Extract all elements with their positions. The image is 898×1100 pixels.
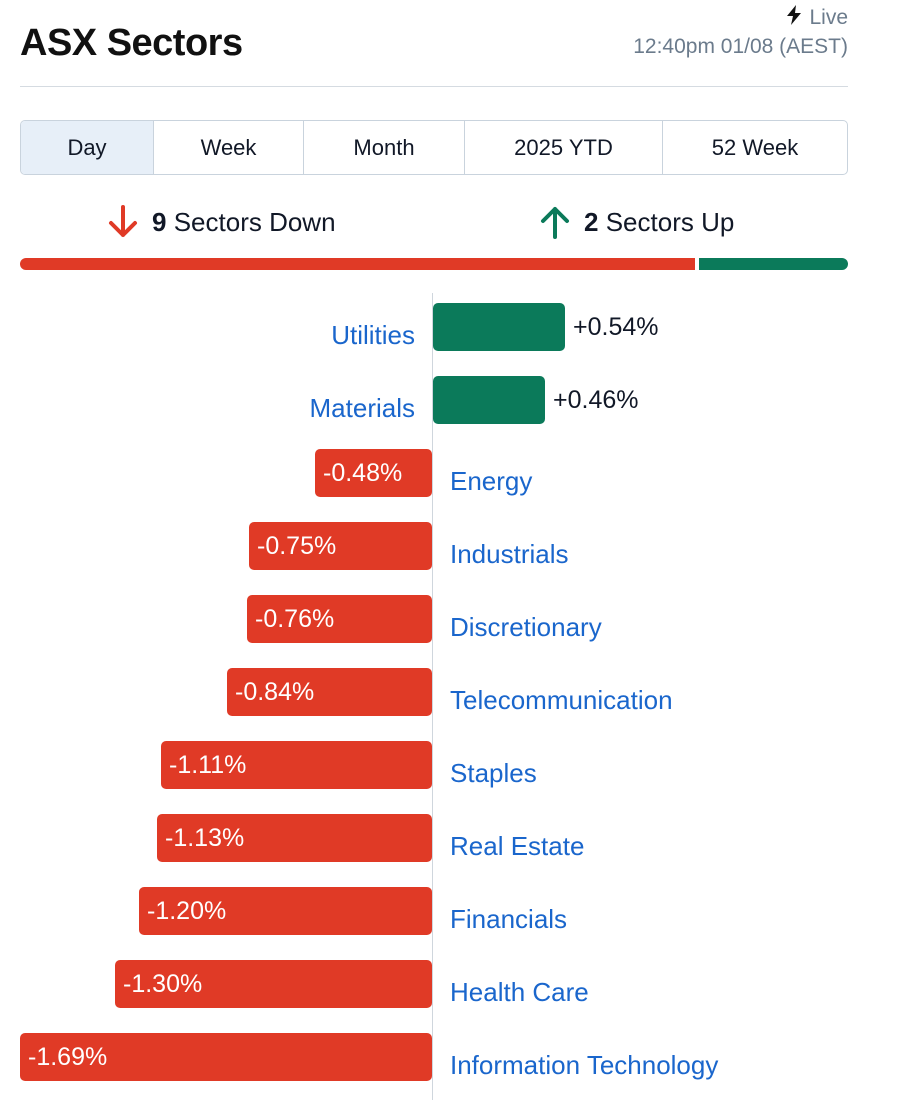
timestamp: 12:40pm 01/08 (AEST)	[633, 35, 848, 58]
sector-link-utilities[interactable]: Utilities	[331, 320, 415, 350]
sector-link-financials[interactable]: Financials	[450, 904, 568, 934]
sector-row-financials: -1.20% Financials	[0, 887, 898, 937]
sector-value-discretionary: -0.76%	[255, 605, 335, 633]
sector-bar-financials	[139, 887, 432, 935]
up-label: Sectors Up	[605, 206, 735, 237]
sector-value-materials: +0.46%	[553, 386, 639, 414]
sector-value-staples: -1.11%	[169, 751, 247, 779]
period-tabs: Day Week Month 2025 YTD 52 Week	[20, 120, 848, 175]
sector-value-information-technology: -1.69%	[28, 1043, 108, 1071]
sector-bar-health-care	[115, 960, 432, 1008]
sector-bar-materials	[433, 376, 545, 424]
sectors-down-summary: 9 Sectors Down	[108, 205, 336, 239]
sector-value-financials: -1.20%	[147, 897, 227, 925]
sector-row-energy: -0.48% Energy	[0, 449, 898, 499]
sector-link-discretionary[interactable]: Discretionary	[450, 612, 602, 642]
sector-link-energy[interactable]: Energy	[450, 466, 533, 496]
sector-link-telecommunication[interactable]: Telecommunication	[450, 685, 673, 715]
sector-row-health-care: -1.30% Health Care	[0, 960, 898, 1010]
header-divider	[20, 86, 848, 87]
tab-52-week[interactable]: 52 Week	[711, 134, 799, 160]
down-label: Sectors Down	[173, 206, 336, 237]
sector-bar-energy	[315, 449, 432, 497]
up-down-ratio-bar	[20, 258, 848, 270]
sector-bar-industrials	[249, 522, 432, 570]
sector-row-telecommunication: -0.84% Telecommunication	[0, 668, 898, 718]
sector-link-materials[interactable]: Materials	[309, 393, 415, 423]
sector-value-industrials: -0.75%	[257, 532, 337, 560]
down-count: 9	[152, 206, 167, 237]
sector-row-industrials: -0.75% Industrials	[0, 522, 898, 572]
up-count: 2	[584, 206, 599, 237]
lightning-icon	[785, 5, 803, 31]
sector-value-utilities: +0.54%	[573, 313, 659, 341]
sector-bar-discretionary	[247, 595, 432, 643]
sector-row-information-technology: -1.69% Information Technology	[0, 1033, 898, 1083]
tab-day[interactable]: Day	[21, 121, 154, 174]
sector-link-information-technology[interactable]: Information Technology	[450, 1050, 719, 1080]
sector-row-materials: +0.46% Materials	[0, 376, 898, 426]
sector-row-utilities: +0.54% Utilities	[0, 303, 898, 353]
sector-row-real-estate: -1.13% Real Estate	[0, 814, 898, 864]
live-indicator: Live	[785, 5, 848, 31]
sector-value-real-estate: -1.13%	[165, 824, 245, 852]
page-title: ASX Sectors	[20, 22, 243, 64]
sector-row-staples: -1.11% Staples	[0, 741, 898, 791]
ratio-bar-up	[699, 258, 848, 270]
sector-bar-staples	[161, 741, 432, 789]
sector-value-energy: -0.48%	[323, 459, 403, 487]
sector-link-health-care[interactable]: Health Care	[450, 977, 589, 1007]
sector-link-real-estate[interactable]: Real Estate	[450, 831, 585, 861]
sector-row-discretionary: -0.76% Discretionary	[0, 595, 898, 645]
sector-bar-information-technology	[20, 1033, 432, 1081]
sector-value-telecommunication: -0.84%	[235, 678, 315, 706]
live-label: Live	[809, 6, 848, 29]
sector-link-industrials[interactable]: Industrials	[450, 539, 569, 569]
sector-bar-utilities	[433, 303, 565, 351]
arrow-down-icon	[108, 205, 138, 239]
sector-link-staples[interactable]: Staples	[450, 758, 537, 788]
sectors-up-summary: 2 Sectors Up	[540, 205, 734, 239]
sector-bar-real-estate	[157, 814, 432, 862]
tab-2025-ytd[interactable]: 2025 YTD	[465, 121, 663, 174]
ratio-bar-down	[20, 258, 695, 270]
sector-bar-telecommunication	[227, 668, 432, 716]
tab-month[interactable]: Month	[304, 121, 465, 174]
tab-week[interactable]: Week	[154, 121, 304, 174]
sector-value-health-care: -1.30%	[123, 970, 203, 998]
arrow-up-icon	[540, 205, 570, 239]
chart-zero-axis	[432, 293, 433, 1100]
